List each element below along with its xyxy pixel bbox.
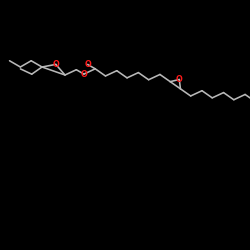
Text: O: O — [176, 75, 183, 84]
Text: O: O — [80, 70, 87, 78]
Text: O: O — [52, 60, 59, 69]
Text: O: O — [84, 60, 91, 69]
